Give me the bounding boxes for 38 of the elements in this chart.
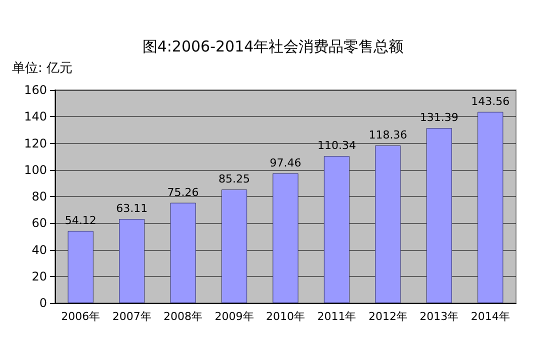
data-label: 54.12 bbox=[64, 214, 96, 227]
y-tick-label: 140 bbox=[24, 110, 47, 124]
data-label: 110.34 bbox=[317, 139, 356, 152]
x-tick-label: 2010年 bbox=[266, 310, 305, 323]
bar bbox=[170, 202, 196, 303]
bar bbox=[324, 156, 350, 303]
x-tick-label: 2012年 bbox=[368, 310, 408, 323]
y-tick-label: 0 bbox=[39, 296, 47, 310]
x-tick-label: 2007年 bbox=[112, 310, 152, 323]
x-tick-label: 2013年 bbox=[420, 310, 459, 323]
x-tick-label: 2006年 bbox=[61, 310, 100, 323]
data-label: 97.46 bbox=[270, 156, 302, 170]
bar bbox=[478, 112, 504, 303]
data-label: 143.56 bbox=[471, 94, 510, 108]
bar bbox=[426, 128, 452, 303]
y-tick-label: 40 bbox=[32, 242, 47, 257]
data-label: 75.26 bbox=[167, 186, 199, 199]
y-tick-label: 60 bbox=[32, 216, 47, 230]
y-tick-label: 80 bbox=[32, 190, 47, 204]
x-tick-label: 2008年 bbox=[164, 310, 203, 323]
y-axis-title: 单位: 亿元 bbox=[12, 61, 73, 76]
data-label: 63.11 bbox=[116, 202, 148, 215]
y-tick-label: 120 bbox=[24, 136, 47, 150]
bar bbox=[221, 190, 248, 303]
bar bbox=[272, 173, 298, 303]
y-tick-label: 100 bbox=[24, 162, 47, 177]
x-tick-label: 2011年 bbox=[317, 310, 356, 323]
data-label: 118.36 bbox=[368, 128, 408, 142]
data-label: 131.39 bbox=[420, 111, 458, 124]
chart-title: 图4:2006-2014年社会消费品零售总额 bbox=[142, 38, 404, 56]
bar bbox=[119, 218, 145, 303]
data-label: 85.25 bbox=[218, 172, 250, 186]
x-tick-label: 2009年 bbox=[214, 310, 254, 323]
y-tick-label: 20 bbox=[32, 269, 47, 284]
y-tick-label: 160 bbox=[24, 83, 47, 97]
x-tick-label: 2014年 bbox=[470, 310, 510, 323]
bar bbox=[68, 230, 94, 303]
bar bbox=[375, 145, 401, 303]
